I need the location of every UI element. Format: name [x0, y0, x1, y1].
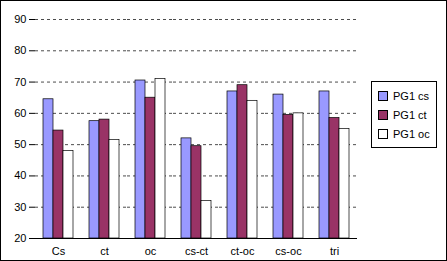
html-text:PG1 oc: PG1 oc — [393, 127, 430, 140]
svg-text:90: 90 — [14, 13, 26, 25]
svg-text:70: 70 — [14, 76, 26, 88]
svg-text:cs-oc: cs-oc — [275, 245, 302, 257]
html-text:PG1 ct: PG1 ct — [393, 108, 427, 121]
svg-text:80: 80 — [14, 44, 26, 56]
svg-text:50: 50 — [14, 138, 26, 150]
svg-text:cs-ct: cs-ct — [185, 245, 208, 257]
html-text:PG1 cs: PG1 cs — [393, 89, 430, 102]
svg-text:30: 30 — [14, 201, 26, 213]
svg-text:60: 60 — [14, 107, 26, 119]
svg-text:ct-oc: ct-oc — [231, 245, 255, 257]
svg-text:40: 40 — [14, 169, 26, 181]
svg-text:tri: tri — [330, 245, 339, 257]
svg-text:oc: oc — [145, 245, 157, 257]
svg-text:ct: ct — [100, 245, 109, 257]
svg-text:Cs: Cs — [52, 245, 66, 257]
svg-text:20: 20 — [14, 232, 26, 244]
